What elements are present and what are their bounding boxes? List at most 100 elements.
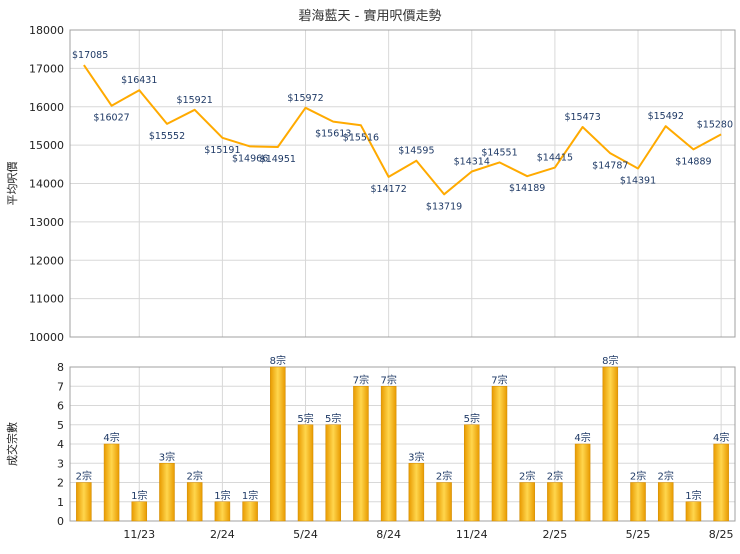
price-data-label: $16027 (93, 113, 129, 124)
count-data-label: 3宗 (159, 450, 175, 463)
count-bar (131, 501, 148, 522)
count-data-label: 8宗 (602, 354, 618, 367)
y-tick-label: 14000 (29, 178, 64, 191)
price-data-label: $14787 (592, 160, 628, 171)
count-bar (186, 482, 203, 522)
y-tick-label: 17000 (29, 62, 64, 75)
price-line-chart: 10000 11000 12000 13000 14000 15000 16000 17000… (5, 24, 736, 344)
count-bar (325, 424, 341, 522)
y-tick-label: 2 (57, 477, 64, 490)
count-data-label: 5宗 (325, 412, 341, 425)
count-bar (408, 463, 425, 522)
count-bar (436, 482, 452, 522)
count-data-label: 2宗 (658, 470, 674, 483)
price-data-label: $14172 (371, 184, 407, 195)
count-bar (602, 366, 619, 522)
count-data-label: 2宗 (436, 470, 452, 483)
count-data-label: 2宗 (187, 470, 203, 483)
price-data-label: $14595 (398, 146, 434, 157)
count-data-label: 5宗 (297, 412, 313, 425)
y-tick-label: 6 (57, 400, 64, 413)
plot-area-border (69, 366, 736, 522)
y-tick-label: 5 (57, 419, 64, 432)
price-data-label: $13719 (426, 201, 462, 212)
y-tick-label: 16000 (29, 101, 64, 114)
price-data-label: $15191 (204, 145, 240, 156)
price-data-label: $14391 (620, 175, 656, 186)
count-bar (464, 424, 480, 522)
count-bar (685, 501, 702, 522)
count-bar (491, 386, 508, 522)
volume-bar-chart: 0 1 2 3 4 5 6 7 8 11/23 2/24 5/24 8/24 11/24 2/25 5/25 8… (5, 354, 736, 541)
count-data-label: 2宗 (519, 470, 535, 483)
x-tick-label: 11/23 (123, 528, 155, 541)
count-data-label: 8宗 (270, 354, 286, 367)
count-data-label: 5宗 (464, 412, 480, 425)
count-bar (297, 424, 314, 522)
price-data-label: $14889 (675, 156, 711, 167)
y-tick-label: 7 (57, 380, 64, 393)
price-data-label: $15516 (343, 132, 379, 143)
count-bar (214, 501, 231, 522)
y-tick-label: 13000 (29, 216, 64, 229)
x-tick-label: 11/24 (456, 528, 488, 541)
y-tick-label: 0 (57, 515, 64, 528)
count-data-label: 1宗 (131, 489, 147, 502)
count-bar (103, 443, 120, 522)
count-data-label: 4宗 (103, 431, 119, 444)
count-bar (547, 482, 563, 522)
price-data-label: $15921 (177, 95, 213, 106)
price-data-label: $14966 (232, 153, 268, 164)
count-data-label: 2宗 (547, 470, 563, 483)
price-data-label: $15613 (315, 129, 351, 140)
count-data-label: 7宗 (491, 373, 507, 386)
count-data-label: 1宗 (214, 489, 230, 502)
count-data-label: 3宗 (408, 450, 424, 463)
count-data-label: 1宗 (242, 489, 258, 502)
y-tick-label: 4 (57, 438, 64, 451)
x-tick-label: 5/25 (626, 528, 651, 541)
price-data-label: $14189 (509, 183, 545, 194)
price-data-label: $15492 (648, 111, 684, 122)
price-data-label: $16431 (121, 75, 157, 86)
y-tick-label: 15000 (29, 139, 64, 152)
count-bar (380, 386, 397, 522)
count-bar (76, 482, 92, 522)
count-data-label: 2宗 (76, 470, 92, 483)
price-data-label: $14415 (537, 153, 573, 164)
count-bar (353, 386, 369, 522)
count-bar (159, 463, 175, 522)
y-tick-label: 1 (57, 496, 64, 509)
count-data-label: 1宗 (685, 489, 701, 502)
chart-title: 碧海藍天 - 實用呎價走勢 (299, 8, 442, 24)
y-tick-label: 8 (57, 361, 64, 374)
y-tick-label: 3 (57, 457, 64, 470)
y-tick-label: 18000 (29, 24, 64, 37)
count-bar (270, 366, 286, 522)
count-bar (242, 501, 258, 522)
x-tick-label: 5/24 (293, 528, 318, 541)
count-bar (519, 482, 535, 522)
price-data-label: $14314 (454, 156, 490, 167)
price-data-label: $14951 (260, 154, 296, 165)
price-data-label: $14551 (481, 147, 517, 158)
price-data-label: $15473 (564, 112, 600, 123)
x-tick-label: 8/25 (709, 528, 734, 541)
count-bar (657, 482, 674, 522)
count-bar (574, 443, 591, 522)
price-data-label: $15280 (697, 119, 733, 130)
count-data-label: 7宗 (353, 373, 369, 386)
count-data-label: 2宗 (630, 470, 646, 483)
y-tick-label: 12000 (29, 254, 64, 267)
count-data-label: 7宗 (380, 373, 396, 386)
count-data-label: 4宗 (574, 431, 590, 444)
price-series-line (83, 64, 722, 196)
x-tick-label: 8/24 (376, 528, 401, 541)
y-axis-title-count: 成交宗數 (5, 422, 19, 466)
price-data-label: $15972 (287, 93, 323, 104)
price-data-label: $17085 (72, 50, 108, 61)
plot-area-border (69, 29, 736, 338)
x-tick-label: 2/25 (543, 528, 568, 541)
x-tick-label: 2/24 (210, 528, 235, 541)
y-axis-title-price: 平均呎價 (5, 162, 19, 206)
